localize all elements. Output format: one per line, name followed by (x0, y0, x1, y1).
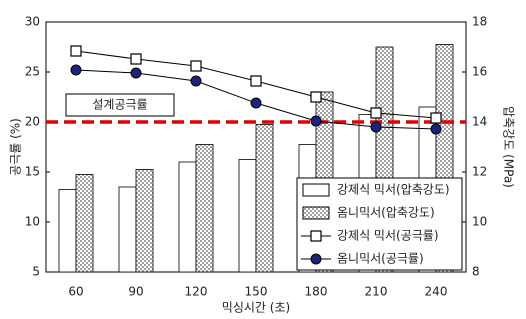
point (130, 67, 142, 79)
y-tick-label: 25 (25, 65, 40, 79)
x-tick-label: 150 (245, 285, 268, 299)
point (190, 60, 202, 72)
legend-label: 강제식 믹서(공극률) (337, 229, 439, 243)
point (430, 112, 442, 124)
y2-tick-label: 14 (472, 115, 487, 129)
bar (118, 186, 137, 273)
x-tick-label: 120 (185, 285, 208, 299)
bar (255, 124, 274, 273)
bar (195, 144, 214, 273)
y2-tick-label: 16 (472, 65, 487, 79)
annotation-box (65, 93, 175, 117)
legend-label: 옴니믹서(압축강도) (337, 206, 435, 220)
x-tick-label: 60 (68, 285, 83, 299)
point (190, 75, 202, 87)
legend-swatch (302, 206, 330, 220)
x-tick-label: 90 (128, 285, 143, 299)
legend-label: 강제식 믹서(압축강도) (337, 183, 450, 197)
y-tick-label: 15 (25, 165, 40, 179)
x-axis-title: 믹싱시간 (초) (222, 301, 290, 315)
bar (178, 161, 197, 273)
point (430, 123, 442, 135)
point (70, 45, 82, 57)
y2-tick-label: 12 (472, 165, 487, 179)
point (250, 97, 262, 109)
bar (58, 189, 77, 273)
point (310, 91, 322, 103)
x-tick-label: 240 (425, 285, 448, 299)
point (370, 121, 382, 133)
y2-tick-label: 10 (472, 215, 487, 229)
y-tick-label: 5 (32, 265, 40, 279)
legend-label: 옴니믹서(공극률) (337, 252, 424, 266)
annotation: 설계공극률 (92, 98, 147, 112)
point (70, 64, 82, 76)
x-tick-label: 180 (305, 285, 328, 299)
point (310, 115, 322, 127)
y2-tick-label: 18 (472, 15, 487, 29)
bar (75, 174, 94, 273)
legend-swatch (302, 183, 330, 197)
bar (135, 169, 154, 273)
y-axis-title: 공극률 (%) (9, 118, 23, 176)
bar (238, 159, 257, 273)
x-tick-label: 210 (365, 285, 388, 299)
y-tick-label: 10 (25, 215, 40, 229)
y2-axis-title: 압축강도 (MPa) (502, 106, 516, 188)
y-tick-label: 20 (25, 115, 40, 129)
point (250, 75, 262, 87)
point (130, 53, 142, 65)
legend-marker (310, 253, 322, 265)
point (370, 107, 382, 119)
y2-tick-label: 8 (472, 265, 480, 279)
y-tick-label: 30 (25, 15, 40, 29)
legend-marker (310, 230, 322, 242)
